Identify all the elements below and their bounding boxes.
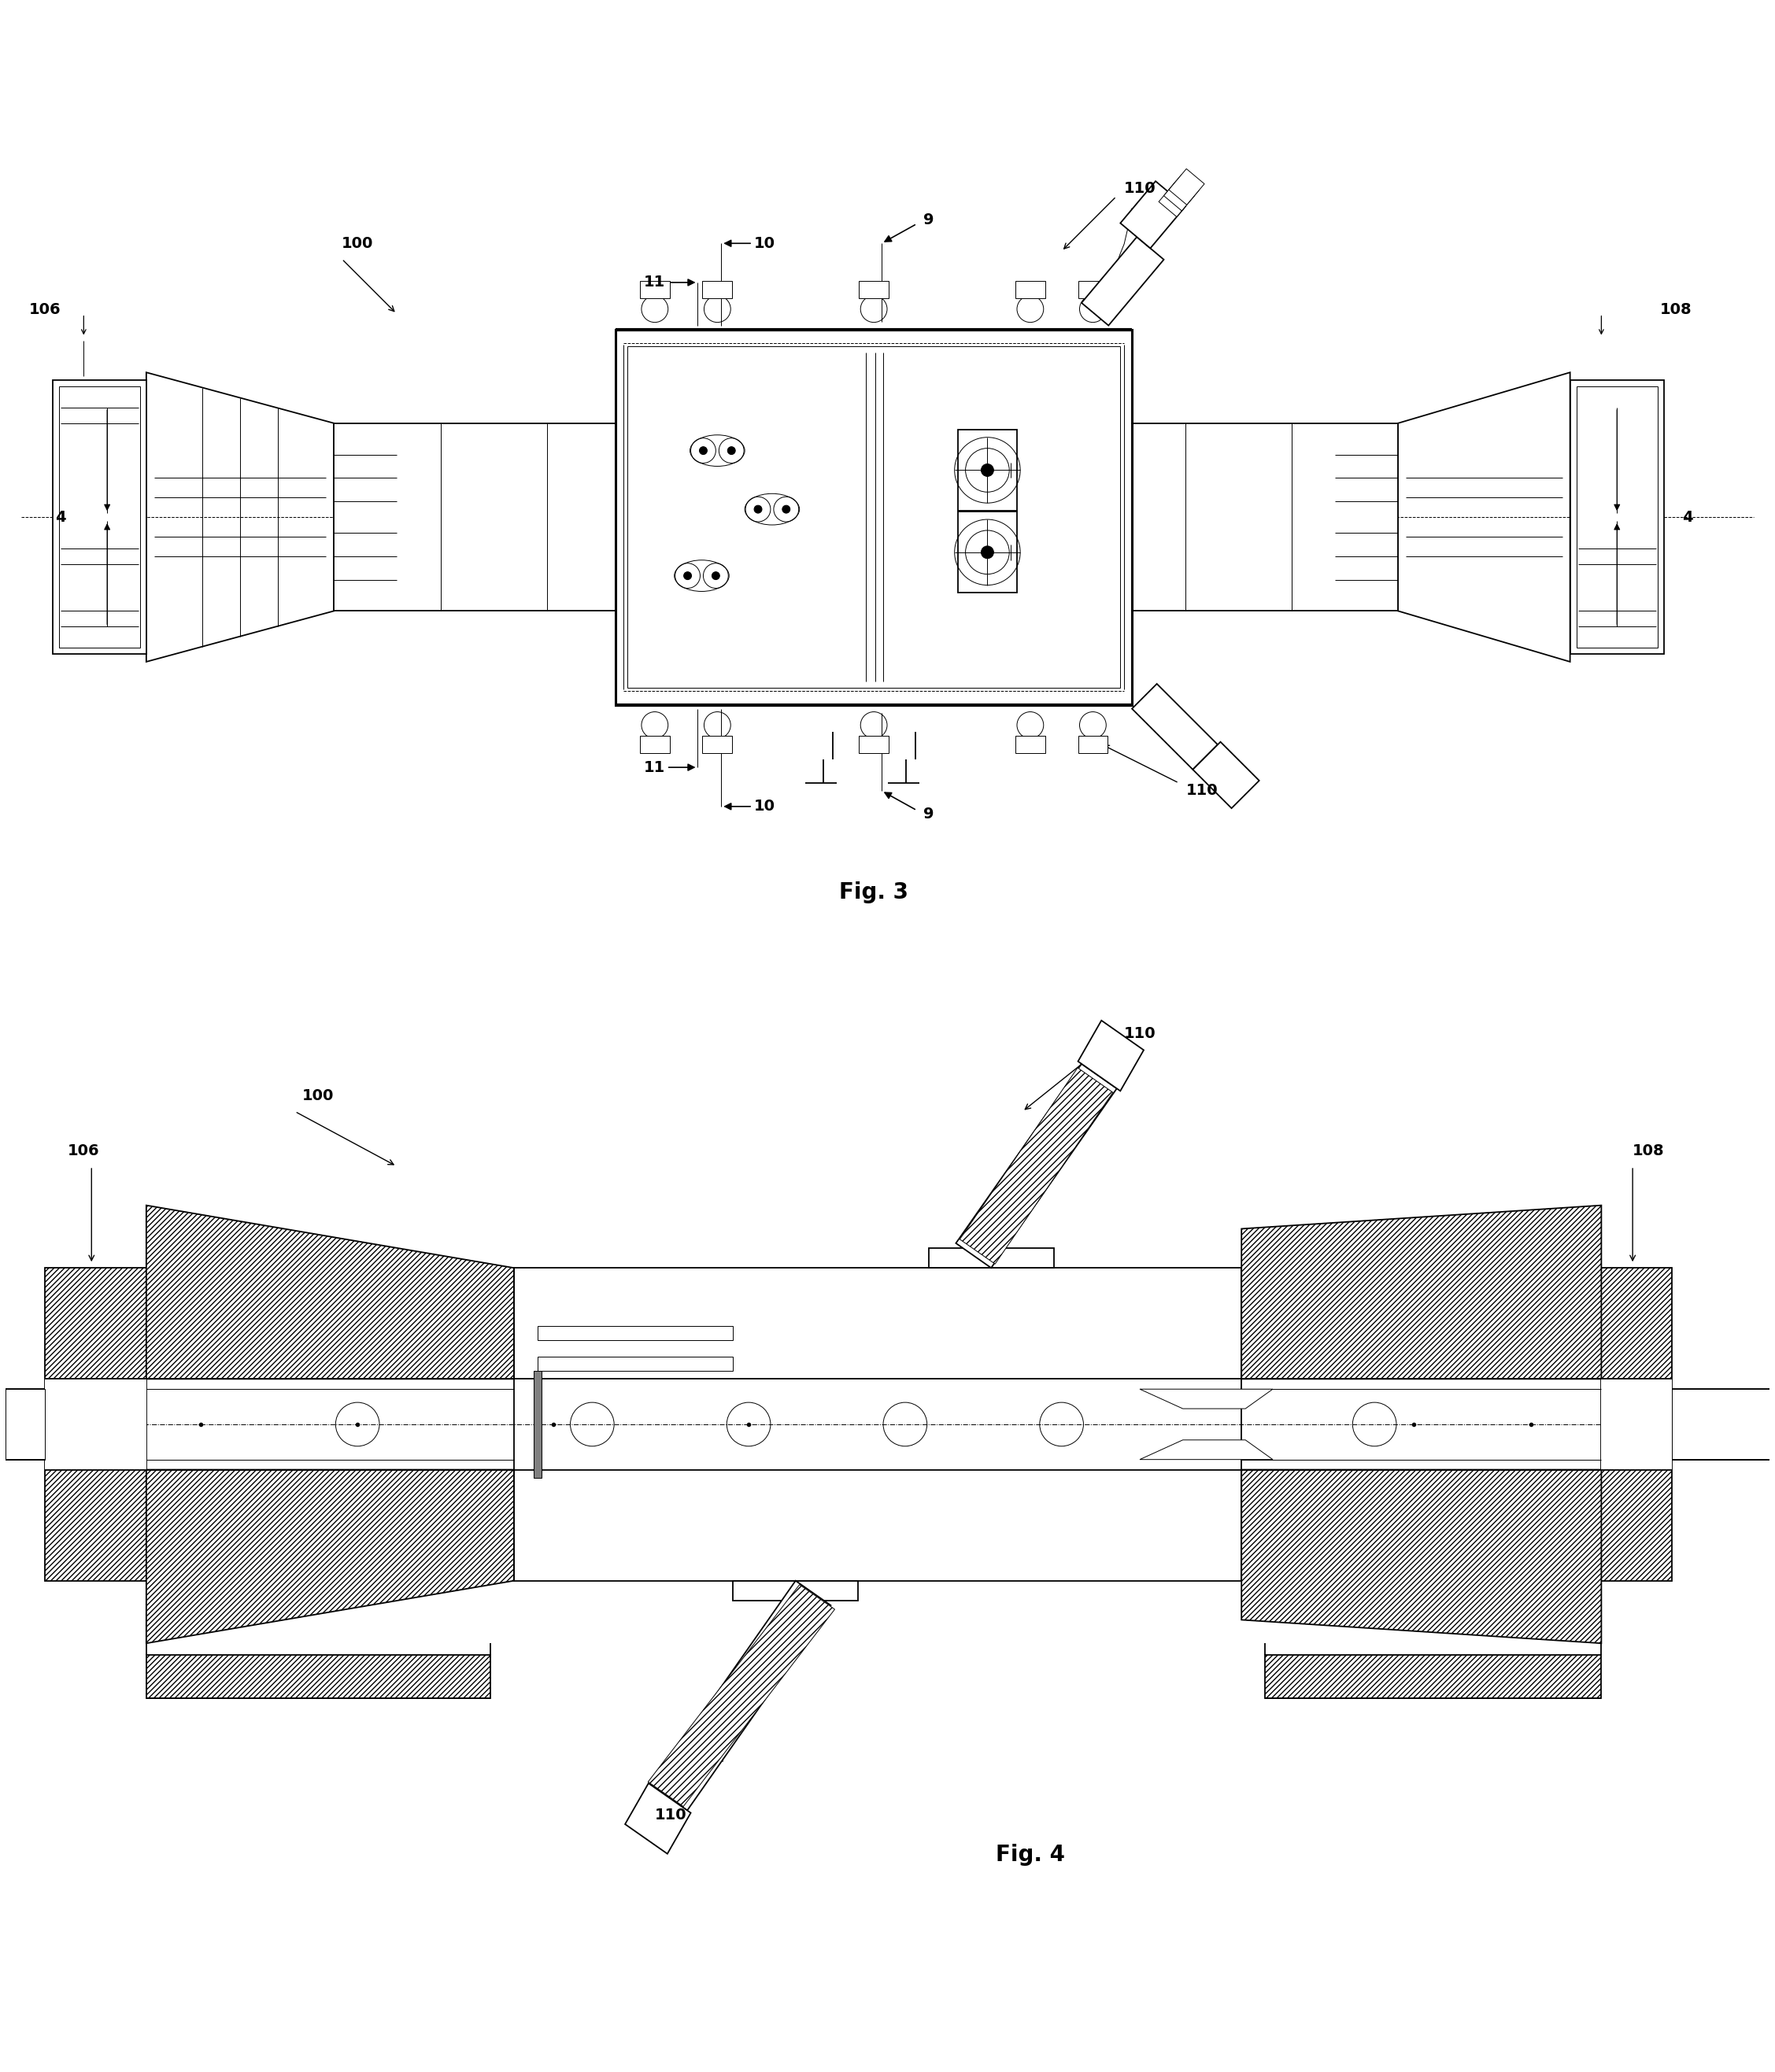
Text: 11: 11 <box>644 276 666 290</box>
Circle shape <box>754 506 761 514</box>
Bar <box>928 1247 1054 1268</box>
Text: 9: 9 <box>923 213 934 228</box>
Polygon shape <box>1164 174 1200 211</box>
Bar <box>1576 387 1658 649</box>
Bar <box>5 1388 44 1459</box>
Text: 4: 4 <box>1683 510 1693 524</box>
Polygon shape <box>1081 236 1164 325</box>
Polygon shape <box>146 373 334 661</box>
Bar <box>1015 282 1045 298</box>
Text: 10: 10 <box>754 236 776 251</box>
Bar <box>1601 1268 1672 1581</box>
Bar <box>627 346 1120 688</box>
Circle shape <box>728 448 735 454</box>
Bar <box>53 381 146 655</box>
Bar <box>538 1326 733 1341</box>
Text: 110: 110 <box>1186 783 1218 798</box>
Polygon shape <box>957 1063 1116 1268</box>
Polygon shape <box>1132 684 1218 769</box>
Circle shape <box>712 572 719 580</box>
Polygon shape <box>1168 168 1205 205</box>
Circle shape <box>683 572 692 580</box>
Bar <box>1571 381 1663 655</box>
Bar <box>859 282 889 298</box>
Bar <box>1601 1380 1672 1469</box>
Bar <box>1015 736 1045 754</box>
Bar <box>1266 1656 1601 1699</box>
Polygon shape <box>1120 180 1186 249</box>
Polygon shape <box>1241 1469 1601 1643</box>
Text: 100: 100 <box>341 236 373 251</box>
Circle shape <box>982 464 994 477</box>
Polygon shape <box>651 1581 831 1811</box>
Text: 108: 108 <box>1633 1144 1665 1158</box>
Polygon shape <box>1193 742 1258 808</box>
Bar <box>616 329 1132 704</box>
Text: 106: 106 <box>67 1144 99 1158</box>
Polygon shape <box>1077 1021 1143 1092</box>
Text: 108: 108 <box>1660 303 1692 317</box>
Polygon shape <box>146 1206 515 1380</box>
Bar <box>44 1380 146 1469</box>
Polygon shape <box>960 1067 1113 1264</box>
Circle shape <box>783 506 790 514</box>
Polygon shape <box>146 1469 515 1643</box>
Polygon shape <box>1159 180 1195 218</box>
Bar <box>958 429 1017 512</box>
Text: 9: 9 <box>923 806 934 823</box>
Bar <box>641 736 669 754</box>
Text: 11: 11 <box>644 760 666 775</box>
Bar <box>146 1656 490 1699</box>
Text: 110: 110 <box>1124 1026 1156 1040</box>
Bar <box>515 1469 1241 1581</box>
Bar <box>44 1268 146 1581</box>
Circle shape <box>982 547 994 559</box>
Polygon shape <box>625 1784 690 1854</box>
Bar <box>334 423 1399 611</box>
Bar <box>733 1581 857 1600</box>
Circle shape <box>699 448 706 454</box>
Bar <box>59 387 140 649</box>
Polygon shape <box>1241 1206 1601 1380</box>
Text: 110: 110 <box>655 1809 687 1823</box>
Bar <box>859 736 889 754</box>
Text: 106: 106 <box>28 303 60 317</box>
Polygon shape <box>1399 373 1571 661</box>
Bar <box>538 1357 733 1372</box>
Bar <box>534 1372 541 1477</box>
Text: 110: 110 <box>1124 180 1156 197</box>
Polygon shape <box>648 1585 834 1807</box>
Bar <box>641 282 669 298</box>
Bar <box>703 736 733 754</box>
Bar <box>1077 282 1108 298</box>
Text: 100: 100 <box>302 1088 334 1102</box>
Bar <box>1672 1388 1770 1459</box>
Bar <box>1077 736 1108 754</box>
Bar <box>515 1268 1241 1380</box>
Bar <box>958 512 1017 593</box>
Text: Fig. 3: Fig. 3 <box>840 881 909 903</box>
Text: 4: 4 <box>55 510 66 524</box>
Polygon shape <box>1140 1388 1273 1409</box>
Polygon shape <box>1140 1440 1273 1459</box>
Bar <box>703 282 733 298</box>
Text: Fig. 4: Fig. 4 <box>996 1844 1065 1865</box>
Text: 10: 10 <box>754 800 776 814</box>
